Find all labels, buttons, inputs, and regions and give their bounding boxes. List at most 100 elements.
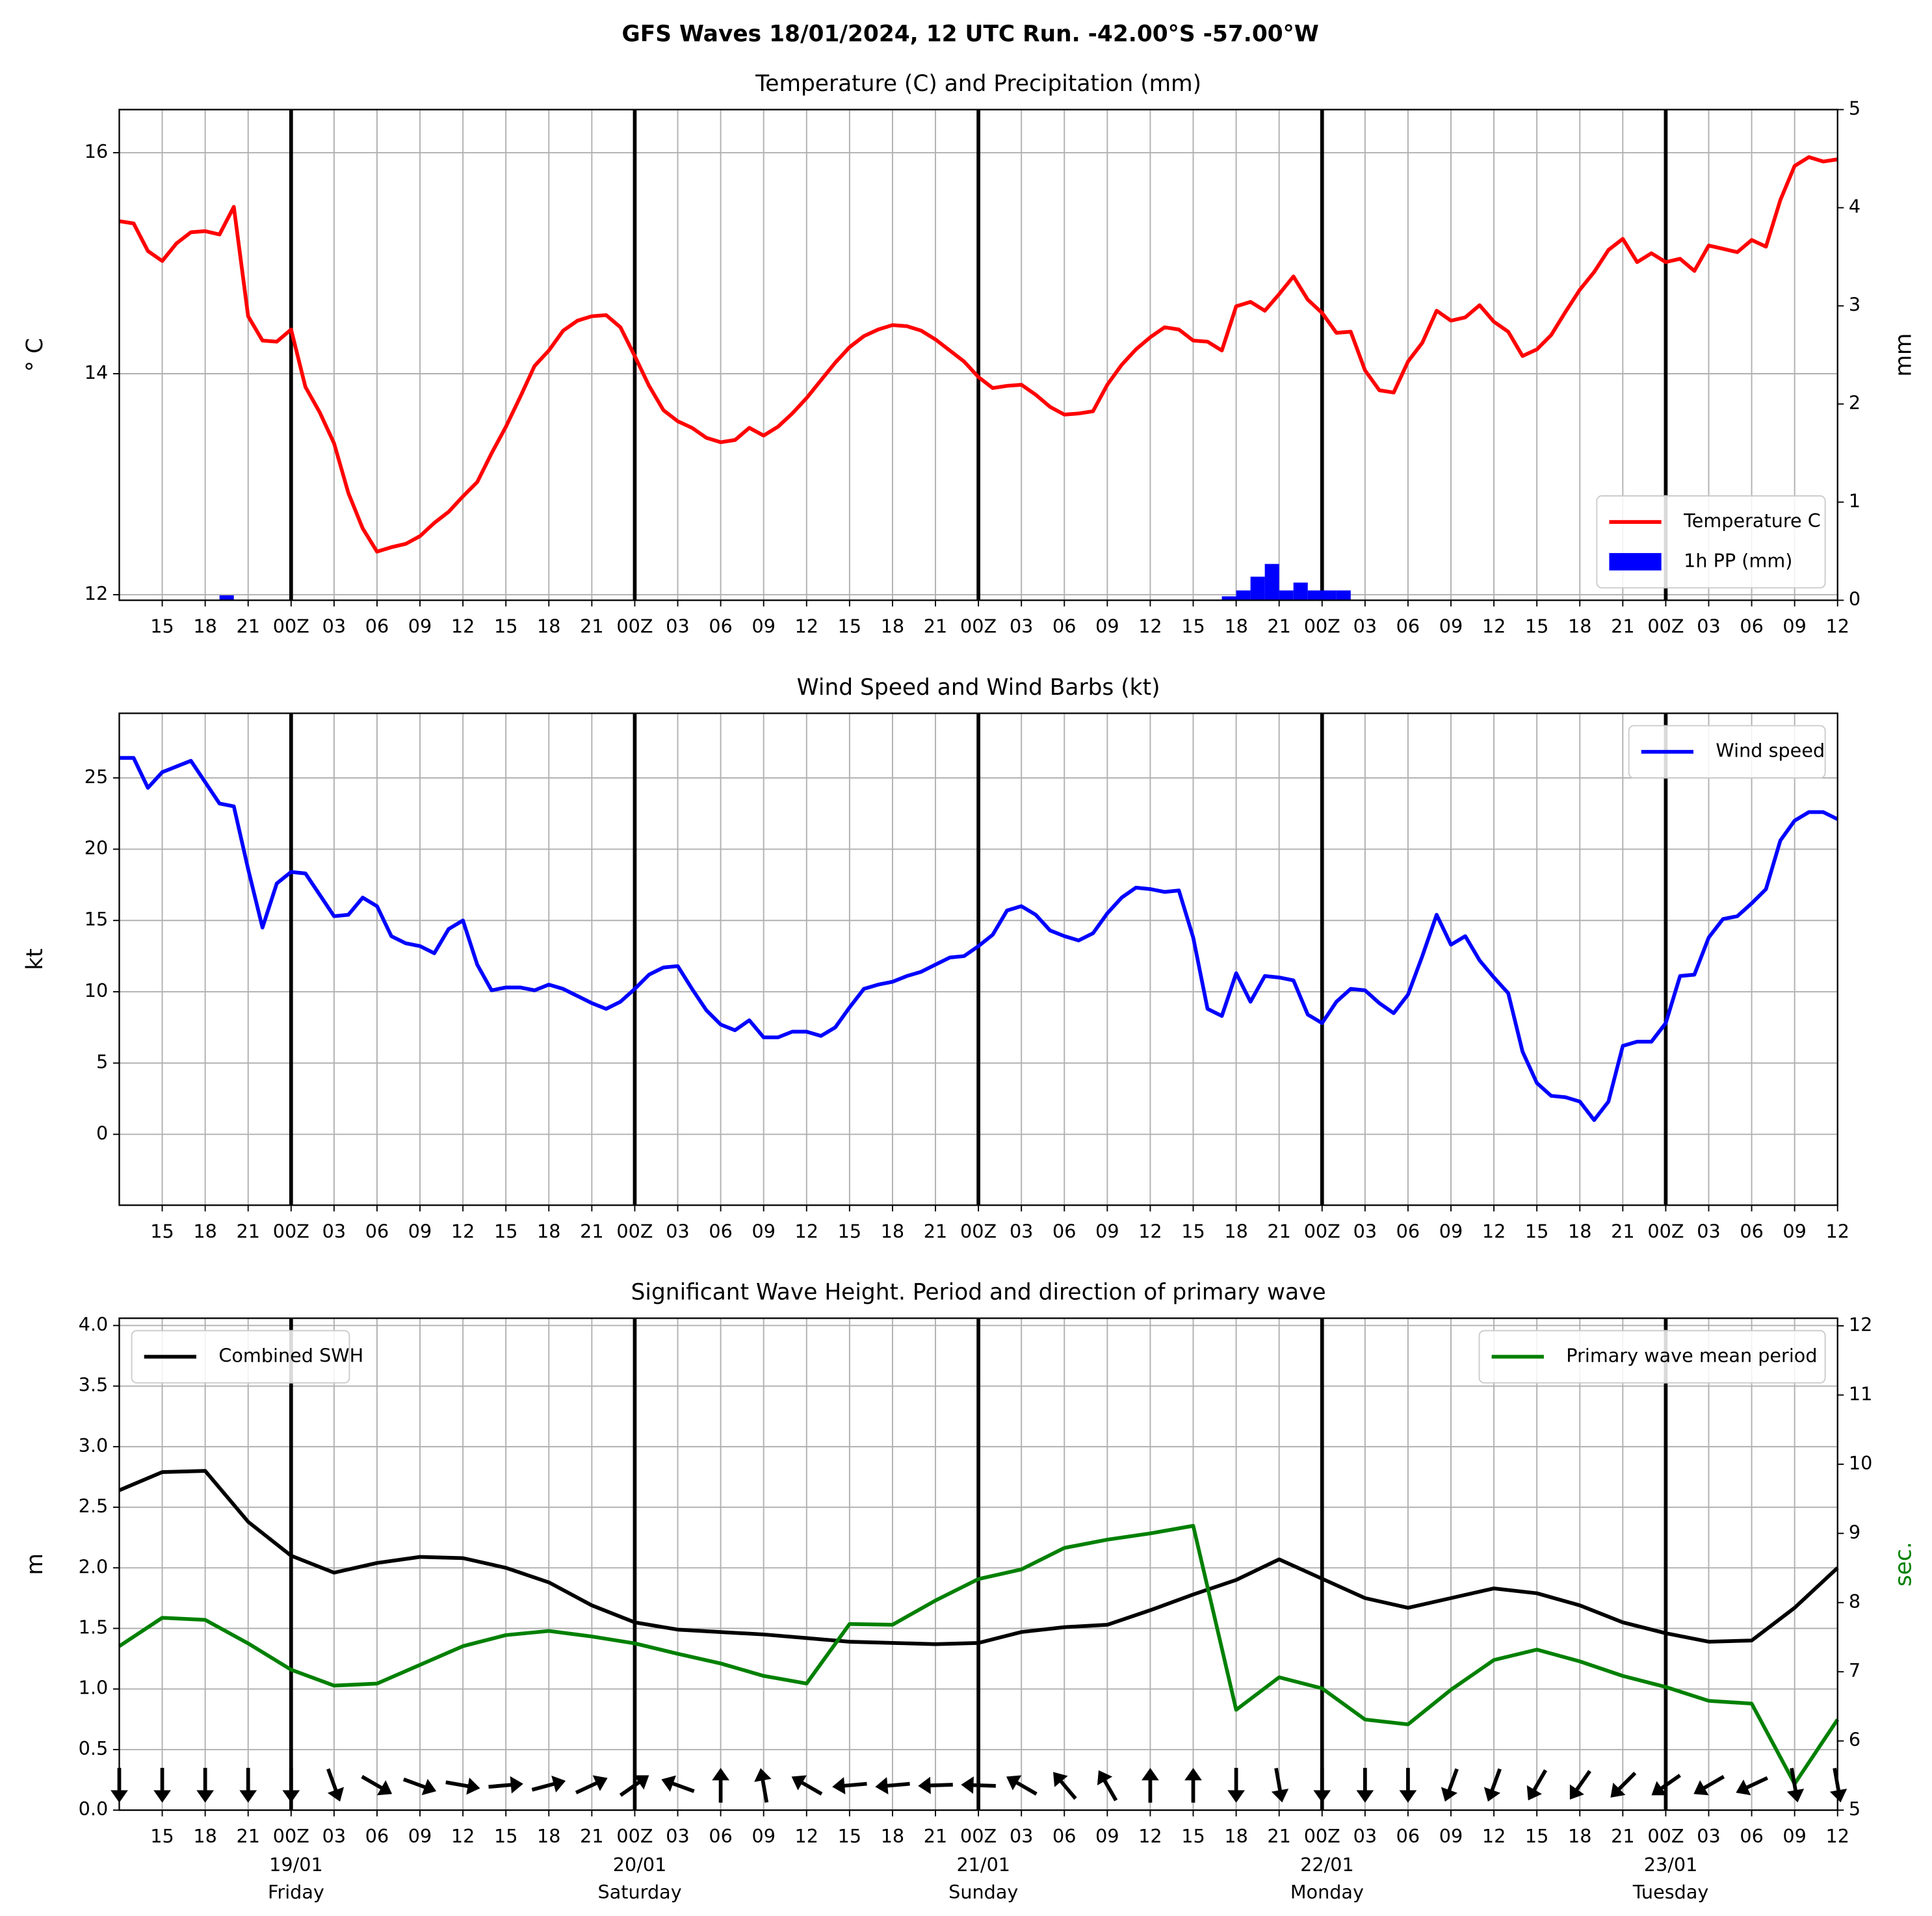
y2-tick-label: 6 xyxy=(1849,1729,1860,1751)
x-tick-label: 12 xyxy=(795,1220,818,1242)
x-tick-label: 12 xyxy=(1482,1220,1506,1242)
x-tick-label: 00Z xyxy=(616,615,653,638)
y-axis-label: kt xyxy=(22,948,48,970)
precip-bar xyxy=(1336,590,1351,601)
x-tick-label: 00Z xyxy=(1304,615,1340,638)
x-tick-label: 09 xyxy=(1782,615,1806,638)
date-label: 22/01 xyxy=(1300,1854,1354,1876)
precip-bar xyxy=(219,595,234,601)
x-tick-label: 06 xyxy=(1396,1825,1420,1847)
x-tick-label: 21 xyxy=(236,1220,259,1242)
wave-direction-arrow xyxy=(1356,1768,1374,1803)
x-tick-label: 03 xyxy=(1353,1825,1377,1847)
x-tick-label: 15 xyxy=(1181,1825,1205,1847)
wave-direction-arrow xyxy=(875,1777,910,1794)
x-tick-label: 09 xyxy=(1439,1825,1463,1847)
precip-bar xyxy=(1293,582,1308,601)
wave-direction-arrow xyxy=(239,1768,257,1803)
wave-direction-arrow xyxy=(575,1775,608,1794)
y-tick-label: 15 xyxy=(85,908,108,930)
wave-direction-arrow xyxy=(282,1768,300,1803)
y2-tick-label: 5 xyxy=(1849,97,1860,120)
x-tick-label: 21 xyxy=(236,1825,259,1847)
x-tick-label: 15 xyxy=(1525,1220,1548,1242)
x-tick-label: 00Z xyxy=(1647,615,1684,638)
wave-direction-arrow xyxy=(402,1778,437,1796)
x-tick-label: 03 xyxy=(666,1825,689,1847)
wave-direction-arrow xyxy=(1399,1768,1417,1803)
x-tick-label: 00Z xyxy=(960,615,997,638)
x-tick-label: 00Z xyxy=(1304,1825,1340,1847)
date-label: 19/01 xyxy=(269,1854,323,1876)
y2-tick-label: 2 xyxy=(1849,392,1860,414)
wave-direction-arrow xyxy=(791,1775,823,1796)
x-tick-label: 03 xyxy=(1697,1825,1720,1847)
x-tick-label: 18 xyxy=(881,615,904,638)
x-tick-label: 06 xyxy=(709,1825,732,1847)
wave-direction-arrow xyxy=(1313,1768,1331,1803)
x-tick-label: 12 xyxy=(451,1825,475,1847)
wave-direction-arrow xyxy=(1006,1775,1038,1796)
x-tick-label: 12 xyxy=(795,1825,818,1847)
wave-direction-arrow xyxy=(1441,1768,1459,1802)
x-tick-label: 09 xyxy=(1095,615,1119,638)
day-label: Friday xyxy=(268,1881,324,1903)
date-label: 23/01 xyxy=(1644,1854,1698,1876)
wave-direction-arrow xyxy=(1142,1768,1159,1803)
x-tick-label: 00Z xyxy=(616,1825,653,1847)
x-tick-label: 03 xyxy=(1010,1825,1033,1847)
x-tick-label: 03 xyxy=(1697,615,1720,638)
y-tick-label: 4.0 xyxy=(79,1313,109,1335)
day-label: Saturday xyxy=(598,1881,682,1903)
y-axis-label: ° C xyxy=(22,338,48,372)
x-tick-label: 15 xyxy=(1181,1220,1205,1242)
x-tick-label: 12 xyxy=(795,615,818,638)
x-tick-label: 21 xyxy=(1611,1220,1634,1242)
series-line xyxy=(118,1523,1840,1786)
x-tick-label: 21 xyxy=(924,1220,947,1242)
x-tick-label: 12 xyxy=(451,615,475,638)
wave-direction-arrow xyxy=(488,1776,523,1794)
wave-direction-arrow xyxy=(196,1768,215,1803)
y2-tick-label: 8 xyxy=(1849,1590,1860,1612)
x-tick-label: 06 xyxy=(365,615,389,638)
precip-bar xyxy=(1264,563,1279,601)
wave-direction-arrow xyxy=(1569,1770,1591,1800)
wave-direction-arrow xyxy=(619,1775,649,1797)
x-tick-label: 21 xyxy=(924,1825,947,1847)
x-tick-label: 21 xyxy=(1267,615,1290,638)
y-axis-label: m xyxy=(22,1553,48,1575)
x-tick-label: 03 xyxy=(322,1220,346,1242)
x-tick-label: 15 xyxy=(838,1220,861,1242)
x-tick-label: 21 xyxy=(580,1220,603,1242)
x-tick-label: 00Z xyxy=(1647,1825,1684,1847)
figure-title: GFS Waves 18/01/2024, 12 UTC Run. -42.00… xyxy=(622,21,1319,47)
x-tick-label: 03 xyxy=(666,1220,689,1242)
x-tick-label: 00Z xyxy=(960,1220,997,1242)
panel-title: Significant Wave Height. Period and dire… xyxy=(631,1280,1326,1306)
panel-title: Temperature (C) and Precipitation (mm) xyxy=(755,71,1201,97)
y2-tick-label: 5 xyxy=(1849,1798,1860,1820)
x-tick-label: 06 xyxy=(1740,1825,1763,1847)
x-tick-label: 09 xyxy=(1095,1825,1119,1847)
wave-direction-arrow xyxy=(712,1768,730,1803)
x-tick-label: 00Z xyxy=(960,1825,997,1847)
y-tick-label: 2.5 xyxy=(79,1495,109,1517)
x-tick-label: 09 xyxy=(1782,1825,1806,1847)
x-tick-label: 03 xyxy=(322,615,346,638)
x-tick-label: 18 xyxy=(881,1220,904,1242)
x-tick-label: 18 xyxy=(881,1825,904,1847)
x-tick-label: 15 xyxy=(838,1825,861,1847)
x-tick-label: 03 xyxy=(1010,1220,1033,1242)
panel: 15 18 21 00Z 03 06 09 12 15 18 21 00Z 03 06 09 12 15 18 21… xyxy=(22,675,1849,1243)
x-tick-label: 18 xyxy=(1568,1825,1591,1847)
x-tick-label: 06 xyxy=(1052,1220,1076,1242)
y-tick-label: 3.0 xyxy=(79,1434,109,1456)
x-tick-label: 18 xyxy=(537,1825,560,1847)
day-label: Sunday xyxy=(948,1881,1018,1903)
y-tick-label: 5 xyxy=(96,1051,108,1073)
x-tick-label: 06 xyxy=(365,1825,389,1847)
x-tick-label: 15 xyxy=(494,1220,517,1242)
x-tick-label: 12 xyxy=(1138,615,1162,638)
